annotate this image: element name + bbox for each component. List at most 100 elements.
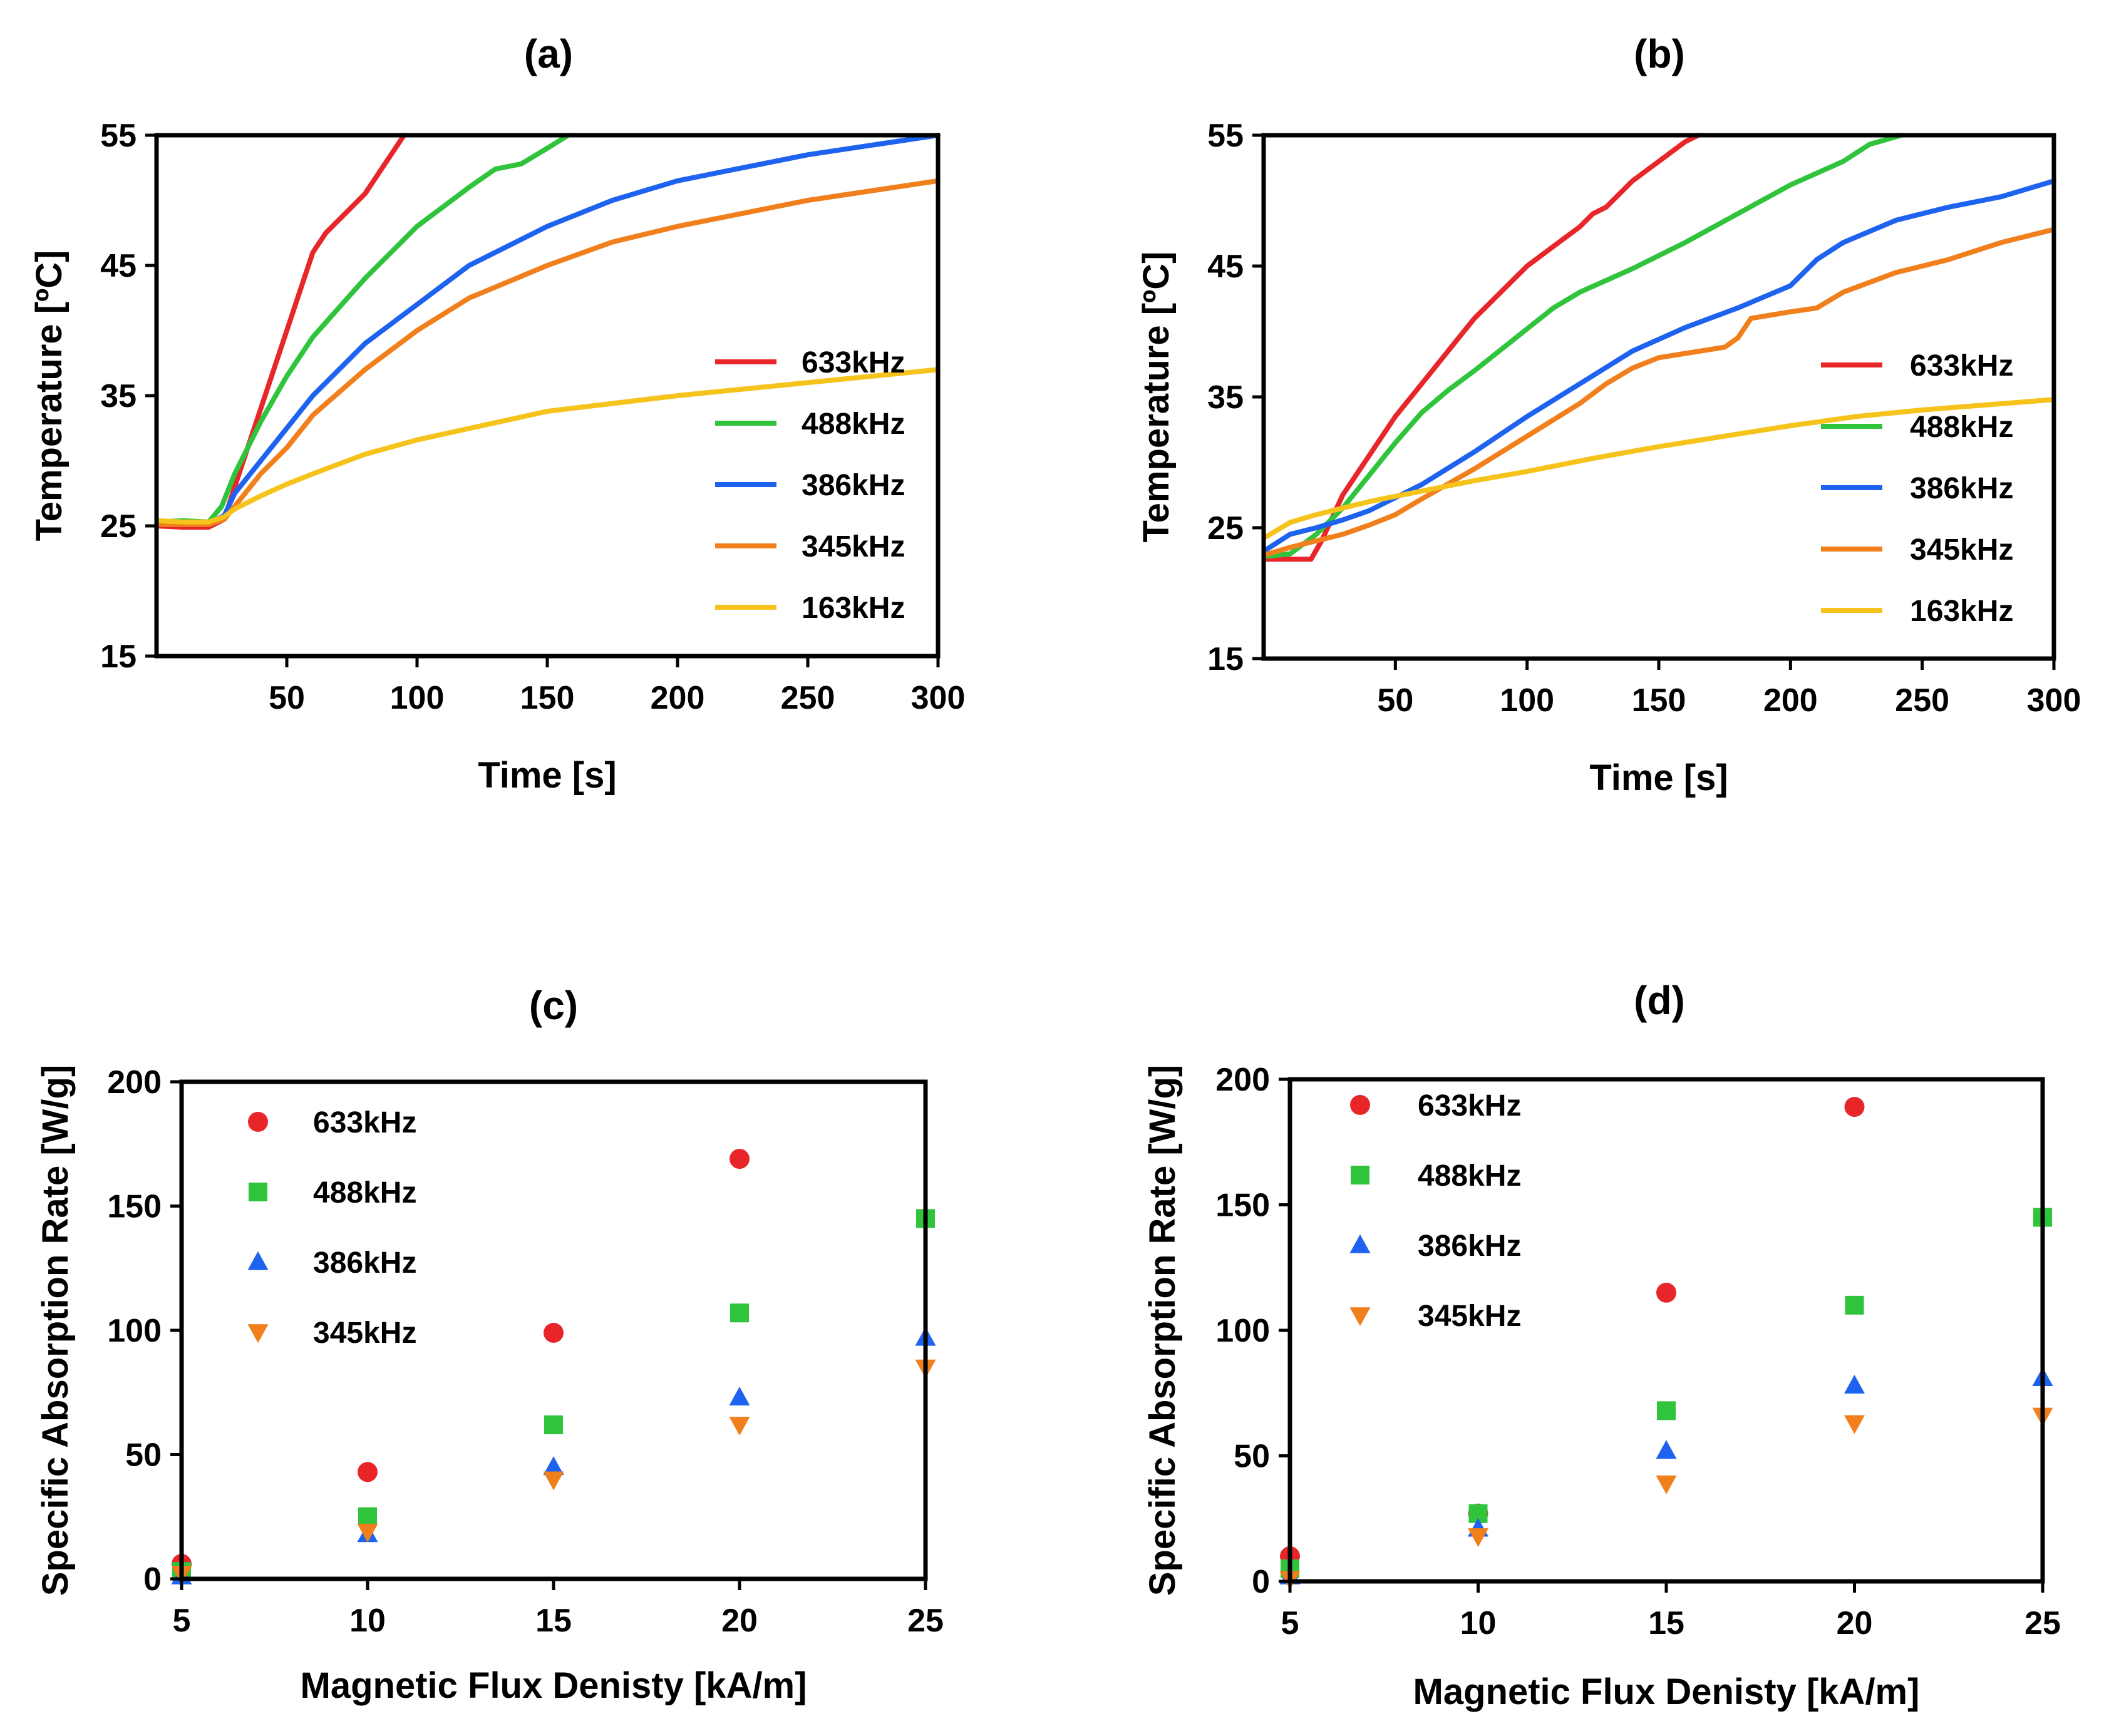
y-axis-title: Temperature [ºC] [1136,252,1177,543]
plot-area [171,1149,936,1585]
legend-label: 345kHz [802,530,905,563]
x-tick-label: 300 [2027,682,2081,719]
x-axis-title: Time [s] [478,755,616,796]
x-axis-title: Magnetic Flux Denisty [kA/m] [1413,1672,1920,1712]
series-line-345kHz [1264,227,2056,558]
y-tick-label: 15 [100,639,137,675]
legend-label: 488kHz [313,1176,416,1210]
data-point-386kHz [543,1456,564,1476]
legend-label: 386kHz [1910,472,2013,505]
x-tick-label: 15 [535,1603,572,1639]
x-tick-label: 20 [721,1603,758,1639]
data-point-488kHz [358,1507,377,1526]
data-point-488kHz [1468,1504,1488,1523]
panel-title: (a) [524,31,573,76]
legend-marker-633kHz [1350,1095,1370,1115]
series-line-386kHz [157,133,941,527]
legend-label: 163kHz [1910,595,2013,628]
x-tick-label: 15 [1648,1605,1684,1641]
x-axis-title: Time [s] [1589,758,1728,798]
x-tick-label: 200 [1763,682,1818,719]
panel-a: (a) 50 100 150 200 250 300 15 25 35 45 55 Time [s] Te… [29,31,965,796]
legend-marker-488kHz [1351,1166,1369,1184]
legend-label: 386kHz [802,469,905,502]
legend: 633kHz 488kHz 386kHz 345kHz 163kHz [715,346,905,625]
x-tick-label: 250 [1895,682,1949,719]
legend: 633kHz 488kHz 386kHz 345kHz 163kHz [1821,349,2013,628]
data-point-386kHz [1656,1440,1677,1459]
y-axis-title: Temperature [ºC] [29,250,70,542]
y-tick-label: 0 [1252,1564,1270,1600]
data-point-345kHz [1844,1415,1865,1434]
y-axis-title: Specific Absorption Rate [W/g] [35,1065,76,1596]
data-point-488kHz [730,1303,749,1323]
legend-marker-386kHz [247,1251,269,1270]
plot-frame [1287,1077,2045,1584]
y-tick-label: 100 [107,1313,162,1349]
legend-label: 633kHz [802,346,905,379]
data-point-345kHz [357,1523,378,1543]
x-tick-label: 150 [1632,682,1686,719]
series-line-488kHz [1264,133,1904,559]
y-tick-label: 45 [100,248,137,284]
y-tick-label: 200 [1215,1062,1270,1098]
x-tick-label: 200 [651,680,705,716]
data-point-633kHz [730,1149,750,1169]
x-tick-label: 100 [1500,682,1554,719]
x-tick-label: 20 [1837,1605,1873,1641]
y-tick-label: 55 [1207,118,1244,154]
legend-label: 633kHz [1418,1089,1521,1122]
series-line-163kHz [157,367,941,525]
x-tick-label: 10 [349,1603,386,1639]
y-tick-label: 35 [100,378,137,414]
x-tick-label: 150 [520,680,575,716]
y-tick-label: 25 [1207,510,1244,547]
y-tick-label: 150 [1215,1188,1270,1224]
panel-title: (c) [529,983,578,1028]
legend-marker-345kHz [247,1324,269,1343]
data-point-633kHz [1656,1282,1676,1303]
legend-label: 345kHz [1910,533,2013,567]
y-tick-label: 15 [1207,641,1244,677]
data-point-345kHz [729,1417,750,1436]
y-tick-label: 200 [107,1064,162,1101]
data-point-488kHz [1845,1295,1864,1315]
plot-area [1264,133,2056,562]
y-axis-title: Specific Absorption Rate [W/g] [1142,1065,1183,1596]
legend: 633kHz 488kHz 386kHz 345kHz [247,1106,416,1350]
y-tick-label: 50 [1234,1439,1270,1475]
data-point-345kHz [1468,1528,1488,1548]
legend-label: 488kHz [1910,411,2013,444]
panel-title: (b) [1634,31,1685,76]
panel-title: (d) [1634,978,1685,1023]
legend-label: 386kHz [1418,1230,1521,1263]
legend-marker-386kHz [1349,1234,1371,1253]
series-line-488kHz [157,133,571,525]
x-tick-label: 50 [269,680,305,716]
x-tick-label: 25 [2024,1605,2061,1641]
x-tick-label: 300 [911,680,966,716]
x-tick-label: 5 [173,1603,191,1639]
data-point-633kHz [544,1322,564,1343]
legend-label: 488kHz [802,408,905,441]
x-axis-title: Magnetic Flux Denisty [kA/m] [301,1665,807,1706]
legend-label: 345kHz [313,1317,416,1350]
y-tick-label: 35 [1207,379,1244,416]
plot-frame [1261,133,2056,661]
y-tick-label: 150 [107,1189,162,1225]
legend-marker-633kHz [248,1112,268,1132]
panel-d: (d) 5 10 15 20 25 0 50 100 150 200 Magnetic Flux De… [1142,978,2061,1712]
legend-label: 633kHz [1910,349,2013,383]
data-point-345kHz [543,1471,564,1491]
data-point-386kHz [729,1386,750,1405]
legend-label: 488kHz [1418,1159,1521,1193]
data-point-488kHz [544,1415,563,1434]
series-line-163kHz [1264,397,2056,541]
x-tick-label: 5 [1281,1605,1299,1641]
legend-label: 163kHz [802,592,905,625]
legend: 633kHz 488kHz 386kHz 345kHz [1349,1089,1521,1333]
x-tick-label: 25 [907,1603,944,1639]
y-tick-label: 55 [100,118,137,154]
